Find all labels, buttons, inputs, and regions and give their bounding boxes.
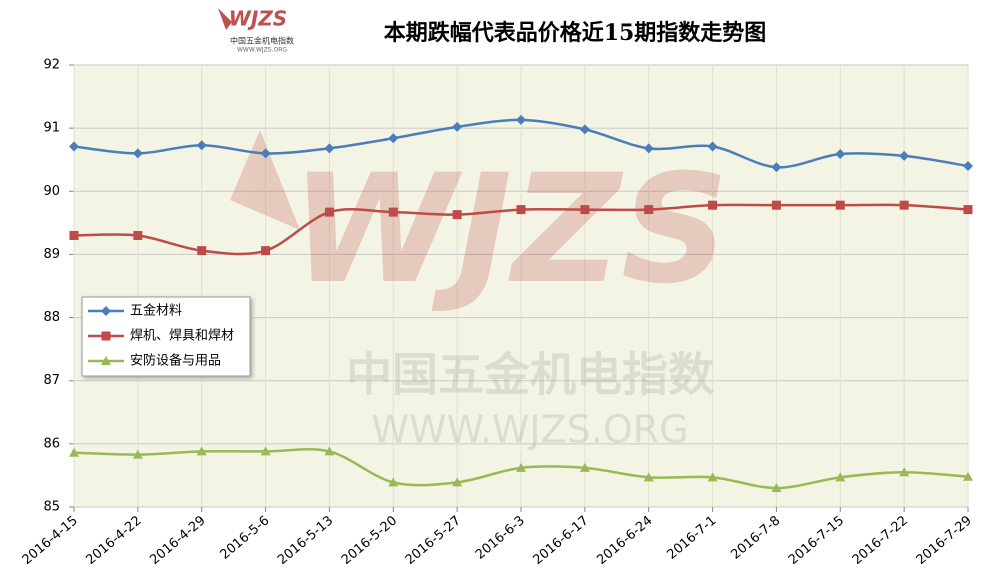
watermark-caption: 中国五金机电指数 (346, 348, 714, 402)
marker (963, 161, 973, 172)
marker (452, 210, 462, 220)
y-tick-label: 89 (43, 247, 60, 262)
marker (516, 205, 526, 215)
x-tick-label: 2016-7-22 (850, 513, 911, 568)
x-tick-label: 2016-6-3 (473, 513, 528, 562)
marker (133, 230, 143, 240)
marker (260, 148, 271, 159)
marker (261, 246, 271, 256)
marker (899, 150, 910, 161)
marker (516, 114, 526, 125)
y-tick-label: 88 (43, 310, 60, 325)
watermark-mark: WJZS (291, 143, 729, 317)
x-tick-label: 2016-7-15 (786, 513, 847, 568)
marker (452, 121, 463, 132)
series-line (73, 447, 969, 490)
legend-label: 五金材料 (130, 303, 182, 319)
watermark: WJZS 中国五金机电指数 WWW.WJZS.ORG (230, 130, 729, 452)
marker (579, 462, 590, 472)
y-tick-label: 92 (43, 58, 60, 73)
marker (132, 449, 143, 459)
marker (197, 246, 207, 256)
marker (708, 200, 718, 210)
x-tick-label: 2016-7-8 (728, 513, 783, 562)
logo-mark: WJZS (229, 7, 287, 31)
x-tick-label: 2016-6-17 (530, 513, 591, 568)
marker (899, 200, 909, 210)
marker (452, 477, 463, 487)
marker (69, 230, 79, 240)
marker (963, 471, 973, 481)
chart-title: 本期跌幅代表品价格近15期指数走势图 (384, 20, 767, 46)
marker (835, 149, 846, 160)
marker (771, 162, 782, 173)
logo-arrow (218, 8, 232, 30)
marker (707, 141, 718, 152)
marker (516, 462, 526, 472)
marker (579, 124, 590, 135)
x-tick-label: 2016-4-22 (83, 513, 144, 568)
x-tick-label: 2016-7-29 (914, 513, 975, 568)
marker (707, 472, 718, 482)
marker (132, 148, 143, 159)
x-tick-label: 2016-5-27 (403, 513, 464, 568)
legend-label: 焊机、焊具和焊材 (130, 328, 234, 344)
marker (388, 133, 399, 144)
marker (644, 205, 654, 215)
legend-label: 安防设备与用品 (130, 353, 221, 369)
logo: WJZS 中国五金机电指数 WWW.WJZS.ORG (218, 7, 294, 54)
y-tick-label: 87 (43, 373, 60, 388)
x-tick-label: 2016-5-20 (339, 513, 400, 568)
marker (324, 143, 335, 154)
marker (771, 200, 781, 210)
marker (69, 141, 79, 152)
y-tick-label: 86 (43, 436, 60, 451)
x-tick-label: 2016-4-29 (147, 513, 208, 568)
marker (899, 467, 910, 477)
watermark-url: WWW.WJZS.ORG (371, 408, 688, 452)
series-line (73, 203, 969, 256)
x-tick-label: 2016-4-15 (20, 513, 81, 568)
marker (101, 306, 111, 316)
y-tick-label: 85 (43, 500, 60, 515)
y-tick-label: 91 (43, 121, 60, 136)
logo-url: WWW.WJZS.ORG (237, 47, 287, 54)
x-tick-label: 2016-5-6 (218, 513, 273, 562)
watermark-arrow (230, 130, 300, 230)
marker (196, 446, 207, 456)
x-tick-label: 2016-5-13 (275, 513, 336, 568)
y-tick-label: 90 (43, 184, 60, 199)
marker (835, 472, 846, 482)
marker (69, 447, 79, 457)
marker (324, 207, 334, 217)
marker (643, 143, 654, 154)
marker (260, 446, 271, 456)
marker (580, 205, 590, 215)
marker (101, 331, 111, 341)
marker (388, 477, 399, 487)
marker (324, 446, 335, 456)
marker (835, 200, 845, 210)
marker (771, 483, 782, 493)
marker (963, 205, 973, 215)
marker (101, 356, 111, 365)
marker (388, 207, 398, 217)
marker (196, 140, 207, 151)
logo-caption: 中国五金机电指数 (230, 36, 294, 46)
marker (643, 472, 654, 482)
series-layer (69, 114, 973, 493)
x-tick-label: 2016-7-1 (665, 513, 720, 562)
x-tick-label: 2016-6-24 (594, 513, 655, 568)
